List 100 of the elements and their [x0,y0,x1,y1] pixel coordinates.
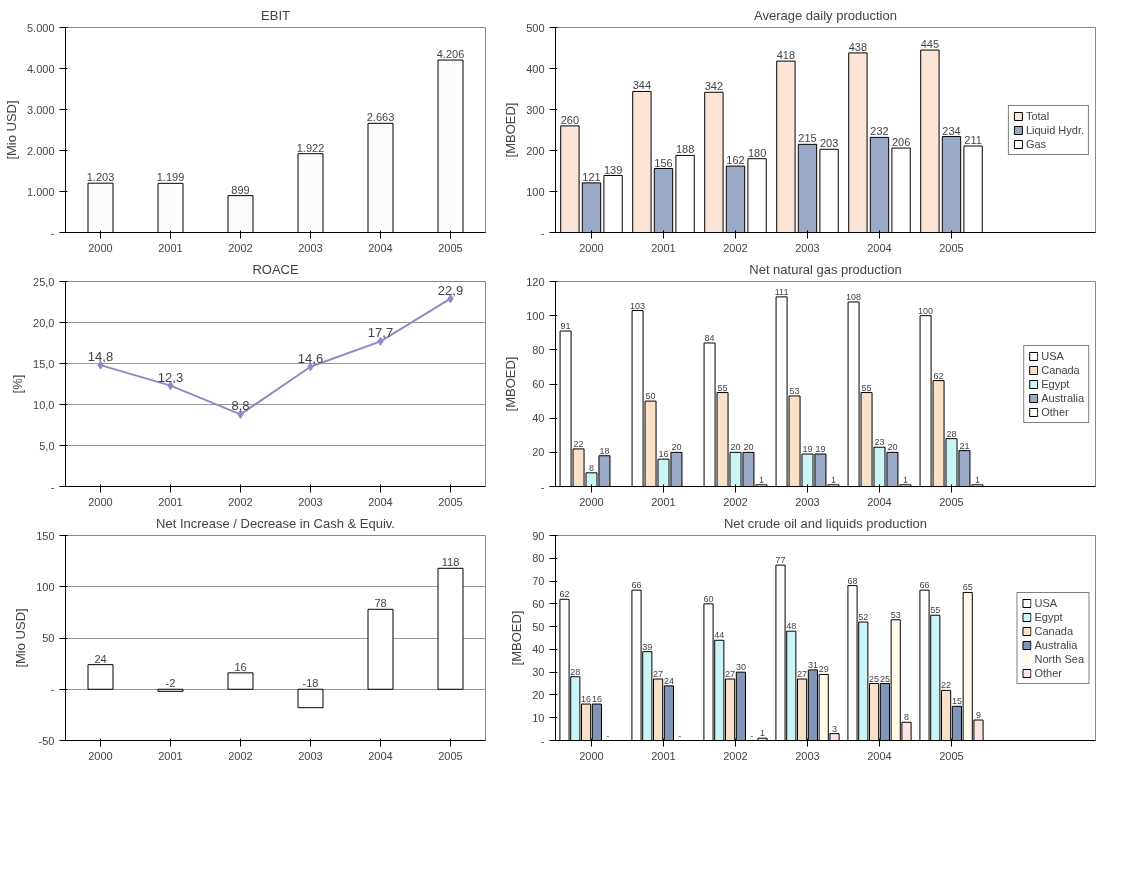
legend-label: North Sea [1034,652,1084,665]
y-tick-label: 80 [532,343,545,356]
y-tick-label: 3.000 [26,103,55,116]
data-label: 899 [231,183,250,196]
x-tick-label: 2004 [867,749,892,762]
data-label: 24 [663,675,674,686]
legend-label: Gas [1025,137,1047,150]
y-tick-label: 100 [526,185,545,198]
data-label: 28 [946,428,957,439]
y-tick-label: 1.000 [26,185,55,198]
data-label: - [750,730,754,741]
y-tick-label: - [540,734,545,747]
data-label: 22,9 [437,282,464,298]
legend-label: Total [1025,109,1050,122]
y-tick-label: 50 [532,620,545,633]
y-tick-label: 400 [526,62,545,75]
x-tick-label: 2002 [723,495,748,508]
x-tick-label: 2000 [88,241,113,254]
data-label: 1 [760,728,766,739]
x-tick-label: 2005 [438,749,463,762]
x-tick-label: 2003 [795,495,820,508]
x-tick-label: 2002 [228,749,253,762]
data-label: 16 [658,449,669,460]
x-tick-label: 2003 [795,749,820,762]
chart-title: Net Increase / Decrease in Cash & Equiv. [156,515,395,531]
x-tick-label: 2000 [579,241,604,254]
chart-title: EBIT [261,7,291,23]
data-label: 62 [559,589,570,600]
data-label: 91 [560,321,571,332]
data-label: 31 [807,659,818,670]
data-label: 111 [774,286,789,297]
data-label: 53 [789,385,800,396]
y-axis-title: [MBOED] [503,102,519,158]
y-axis-title: [MBOED] [509,610,525,666]
y-tick-label: -50 [38,734,55,747]
legend-label: Canada [1034,624,1074,637]
data-label: 260 [560,113,580,126]
data-label: - [678,730,682,741]
data-label: 139 [603,163,623,176]
data-label: 103 [630,300,646,311]
x-tick-label: 2001 [158,495,183,508]
data-label: 118 [441,556,460,569]
x-tick-label: 2003 [298,241,323,254]
data-label: 16 [234,660,247,673]
y-tick-label: 200 [526,144,545,157]
data-label: 65 [962,582,973,593]
data-label: 8,8 [231,398,250,414]
chart-title: Average daily production [754,7,897,23]
y-tick-label: 10,0 [33,398,55,411]
data-label: 344 [632,79,652,92]
data-label: 66 [631,580,642,591]
data-label: 14,8 [87,349,114,365]
y-tick-label: 60 [532,597,545,610]
data-label: 100 [918,305,934,316]
y-tick-label: - [50,683,55,696]
y-tick-label: 20 [532,446,545,459]
data-label: 16 [591,694,602,705]
data-label: 232 [870,125,889,138]
data-label: 188 [675,143,695,156]
x-tick-label: 2003 [795,241,820,254]
data-label: 4.206 [436,48,465,61]
data-label: 78 [374,597,387,610]
data-label: 8 [904,712,910,723]
data-label: 27 [797,669,808,679]
y-tick-label: 100 [526,309,545,322]
x-tick-label: 2004 [368,241,393,254]
y-tick-label: 50 [42,632,55,644]
data-label: 12,3 [157,369,184,385]
legend-label: Other [1041,405,1069,418]
x-tick-label: 2002 [723,241,748,254]
data-label: 162 [726,154,745,167]
legend-label: Other [1034,666,1062,679]
y-tick-label: 100 [36,580,55,593]
legend-label: Egypt [1041,377,1070,390]
data-label: 20 [743,442,754,453]
data-label: 206 [891,136,911,149]
y-tick-label: 20,0 [33,316,55,329]
y-tick-label: - [50,480,55,493]
data-label: 1 [902,474,908,485]
x-tick-label: 2004 [368,749,393,762]
data-label: - [606,730,610,741]
y-tick-label: 30 [532,666,545,679]
data-label: 28 [570,666,581,677]
x-tick-label: 2004 [867,241,892,254]
data-label: 1 [830,474,836,485]
chart-title: ROACE [252,261,299,277]
data-label: 15 [951,696,962,707]
y-tick-label: 70 [532,575,545,588]
data-label: 8 [589,462,595,473]
y-tick-label: - [540,480,545,493]
y-tick-label: 5.000 [26,21,55,34]
x-tick-label: 2002 [723,749,748,762]
data-label: 52 [858,612,869,623]
chart-title: Net natural gas production [749,261,902,277]
y-tick-label: 2.000 [26,144,55,157]
data-label: 55 [861,382,872,393]
y-tick-label: 10 [532,711,545,724]
x-tick-label: 2001 [158,749,183,762]
x-tick-label: 2005 [438,241,463,254]
data-label: 39 [642,641,653,652]
